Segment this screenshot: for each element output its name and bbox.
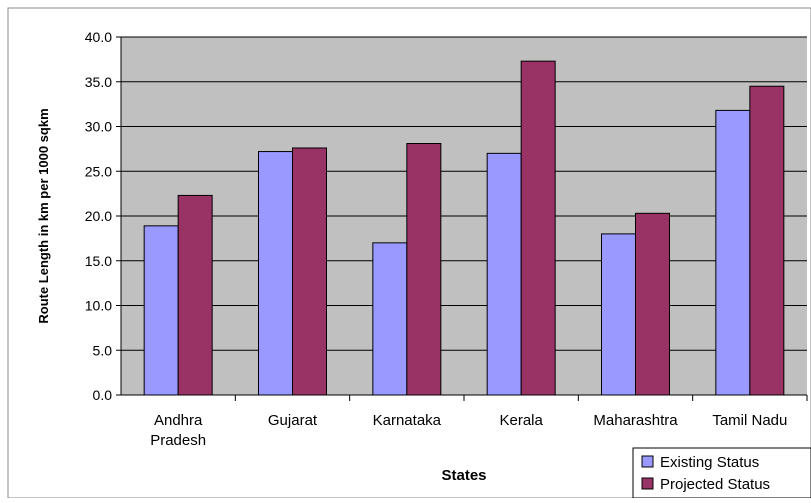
x-tick-label: Tamil Nadu	[712, 412, 787, 429]
x-tick-label: Kerala	[499, 412, 543, 429]
bar-existing	[372, 242, 408, 396]
x-tick-label: Pradesh	[150, 432, 206, 449]
bar-projected	[406, 143, 442, 396]
bar-projected	[635, 212, 670, 396]
legend-swatch	[641, 477, 654, 490]
bar-projected	[292, 147, 327, 396]
legend-label: Projected Status	[660, 476, 770, 493]
y-tick-labels: 0.0 5.0 10.0 15.0 20.0 25.0 30.0 35.0 40.0	[85, 29, 112, 403]
y-tick-label: 30.0	[85, 119, 112, 135]
gridlines	[121, 36, 807, 351]
bar-projected	[520, 60, 556, 396]
y-tick-label: 25.0	[85, 163, 112, 179]
y-axis-title: Route Length in km per 1000 sqkm	[36, 108, 51, 323]
y-tick-label: 5.0	[93, 342, 113, 358]
bar-existing	[258, 151, 293, 396]
x-tick-label: Karnataka	[373, 412, 442, 429]
y-tick-label: 10.0	[85, 298, 112, 314]
x-tick-label: Andhra	[154, 412, 203, 429]
y-tick-label: 15.0	[85, 253, 112, 269]
bar-existing	[143, 225, 179, 396]
bar-existing	[486, 152, 522, 396]
x-tick-labels: Andhra Pradesh Gujarat Karnataka Kerala Mahar…	[150, 412, 787, 449]
legend-label: Existing Status	[660, 454, 759, 471]
y-tick-label: 40.0	[85, 29, 112, 45]
axes	[116, 36, 808, 401]
y-tick-label: 35.0	[85, 74, 112, 90]
bar-existing	[601, 233, 636, 396]
bars	[143, 60, 785, 396]
x-tick-label: Gujarat	[268, 412, 318, 429]
x-axis-title: States	[441, 467, 486, 484]
legend: Existing Status Projected Status	[632, 447, 811, 499]
bar-projected	[177, 194, 213, 396]
x-tick-label: Maharashtra	[593, 412, 678, 429]
y-tick-label: 20.0	[85, 208, 112, 224]
legend-box	[632, 447, 811, 499]
bar-projected	[749, 85, 785, 396]
legend-swatch	[641, 455, 654, 468]
bar-existing	[715, 109, 751, 396]
y-tick-label: 0.0	[93, 387, 113, 403]
